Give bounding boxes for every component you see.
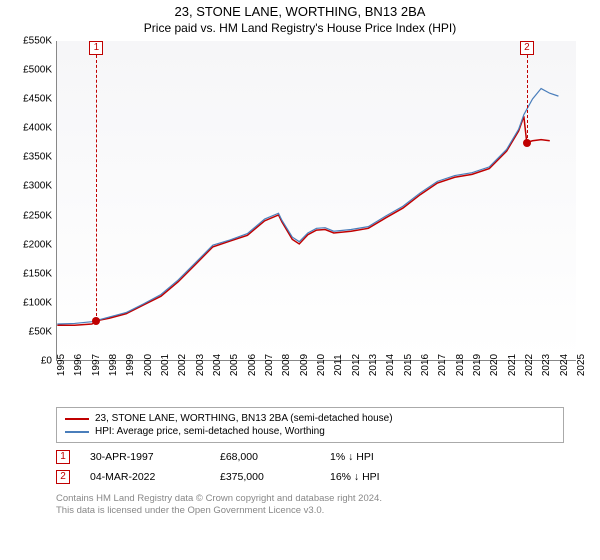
event-date: 30-APR-1997 (90, 451, 200, 463)
chart-title: 23, STONE LANE, WORTHING, BN13 2BA (0, 0, 600, 19)
marker-dot-2 (523, 139, 531, 147)
footer-line2: This data is licensed under the Open Gov… (56, 505, 564, 517)
legend-label: 23, STONE LANE, WORTHING, BN13 2BA (semi… (95, 413, 393, 424)
y-tick-label: £500K (0, 65, 52, 76)
x-tick-label: 2017 (437, 354, 448, 376)
y-tick-label: £400K (0, 123, 52, 134)
marker-box-2: 2 (520, 41, 534, 55)
footer-attribution: Contains HM Land Registry data © Crown c… (56, 493, 564, 518)
x-tick-label: 2009 (299, 354, 310, 376)
x-tick-label: 2014 (385, 354, 396, 376)
legend: 23, STONE LANE, WORTHING, BN13 2BA (semi… (56, 407, 564, 443)
plot-svg (57, 41, 576, 360)
y-tick-label: £100K (0, 297, 52, 308)
x-tick-label: 2022 (524, 354, 535, 376)
x-tick-label: 2001 (160, 354, 171, 376)
x-tick-label: 2013 (368, 354, 379, 376)
series-line-property (57, 116, 549, 325)
y-tick-label: £300K (0, 181, 52, 192)
x-tick-label: 2002 (177, 354, 188, 376)
event-id-box: 2 (56, 470, 70, 484)
marker-dot-1 (92, 317, 100, 325)
legend-item: 23, STONE LANE, WORTHING, BN13 2BA (semi… (65, 412, 555, 425)
x-tick-label: 2006 (247, 354, 258, 376)
legend-label: HPI: Average price, semi-detached house,… (95, 426, 325, 437)
x-tick-label: 2008 (281, 354, 292, 376)
y-tick-label: £450K (0, 94, 52, 105)
x-tick-label: 1997 (91, 354, 102, 376)
footer-line1: Contains HM Land Registry data © Crown c… (56, 493, 564, 505)
y-tick-label: £50K (0, 326, 52, 337)
x-tick-label: 2025 (576, 354, 587, 376)
event-pct: 16% ↓ HPI (330, 471, 430, 483)
legend-item: HPI: Average price, semi-detached house,… (65, 425, 555, 438)
chart-outer: £0£50K£100K£150K£200K£250K£300K£350K£400… (36, 41, 596, 401)
y-tick-label: £250K (0, 210, 52, 221)
legend-swatch (65, 418, 89, 420)
x-tick-label: 2000 (143, 354, 154, 376)
x-tick-label: 2005 (229, 354, 240, 376)
x-tick-label: 2003 (195, 354, 206, 376)
event-row: 1 30-APR-1997 £68,000 1% ↓ HPI (56, 447, 564, 467)
x-tick-label: 2015 (403, 354, 414, 376)
y-tick-label: £200K (0, 239, 52, 250)
x-tick-label: 2019 (472, 354, 483, 376)
marker-line-2 (527, 55, 528, 143)
chart-container: 23, STONE LANE, WORTHING, BN13 2BA Price… (0, 0, 600, 560)
x-tick-label: 1995 (56, 354, 67, 376)
x-tick-label: 2023 (541, 354, 552, 376)
y-tick-label: £550K (0, 36, 52, 47)
series-line-hpi (57, 89, 558, 324)
plot-area (56, 41, 576, 361)
x-tick-label: 2024 (559, 354, 570, 376)
x-tick-label: 2020 (489, 354, 500, 376)
marker-line-1 (96, 55, 97, 321)
x-tick-label: 2011 (333, 354, 344, 376)
event-date: 04-MAR-2022 (90, 471, 200, 483)
x-tick-label: 2004 (212, 354, 223, 376)
event-price: £68,000 (220, 451, 310, 463)
x-tick-label: 2007 (264, 354, 275, 376)
event-row: 2 04-MAR-2022 £375,000 16% ↓ HPI (56, 467, 564, 487)
y-tick-label: £0 (0, 356, 52, 367)
event-price: £375,000 (220, 471, 310, 483)
legend-swatch (65, 431, 89, 433)
x-tick-label: 1998 (108, 354, 119, 376)
x-tick-label: 2010 (316, 354, 327, 376)
event-pct: 1% ↓ HPI (330, 451, 430, 463)
chart-subtitle: Price paid vs. HM Land Registry's House … (0, 19, 600, 41)
marker-box-1: 1 (89, 41, 103, 55)
x-tick-label: 2016 (420, 354, 431, 376)
event-id-box: 1 (56, 450, 70, 464)
y-tick-label: £150K (0, 268, 52, 279)
x-tick-label: 2021 (507, 354, 518, 376)
x-tick-label: 2018 (455, 354, 466, 376)
y-tick-label: £350K (0, 152, 52, 163)
x-tick-label: 1996 (73, 354, 84, 376)
x-tick-label: 1999 (125, 354, 136, 376)
x-tick-label: 2012 (351, 354, 362, 376)
events-table: 1 30-APR-1997 £68,000 1% ↓ HPI 2 04-MAR-2022 £… (56, 447, 564, 487)
